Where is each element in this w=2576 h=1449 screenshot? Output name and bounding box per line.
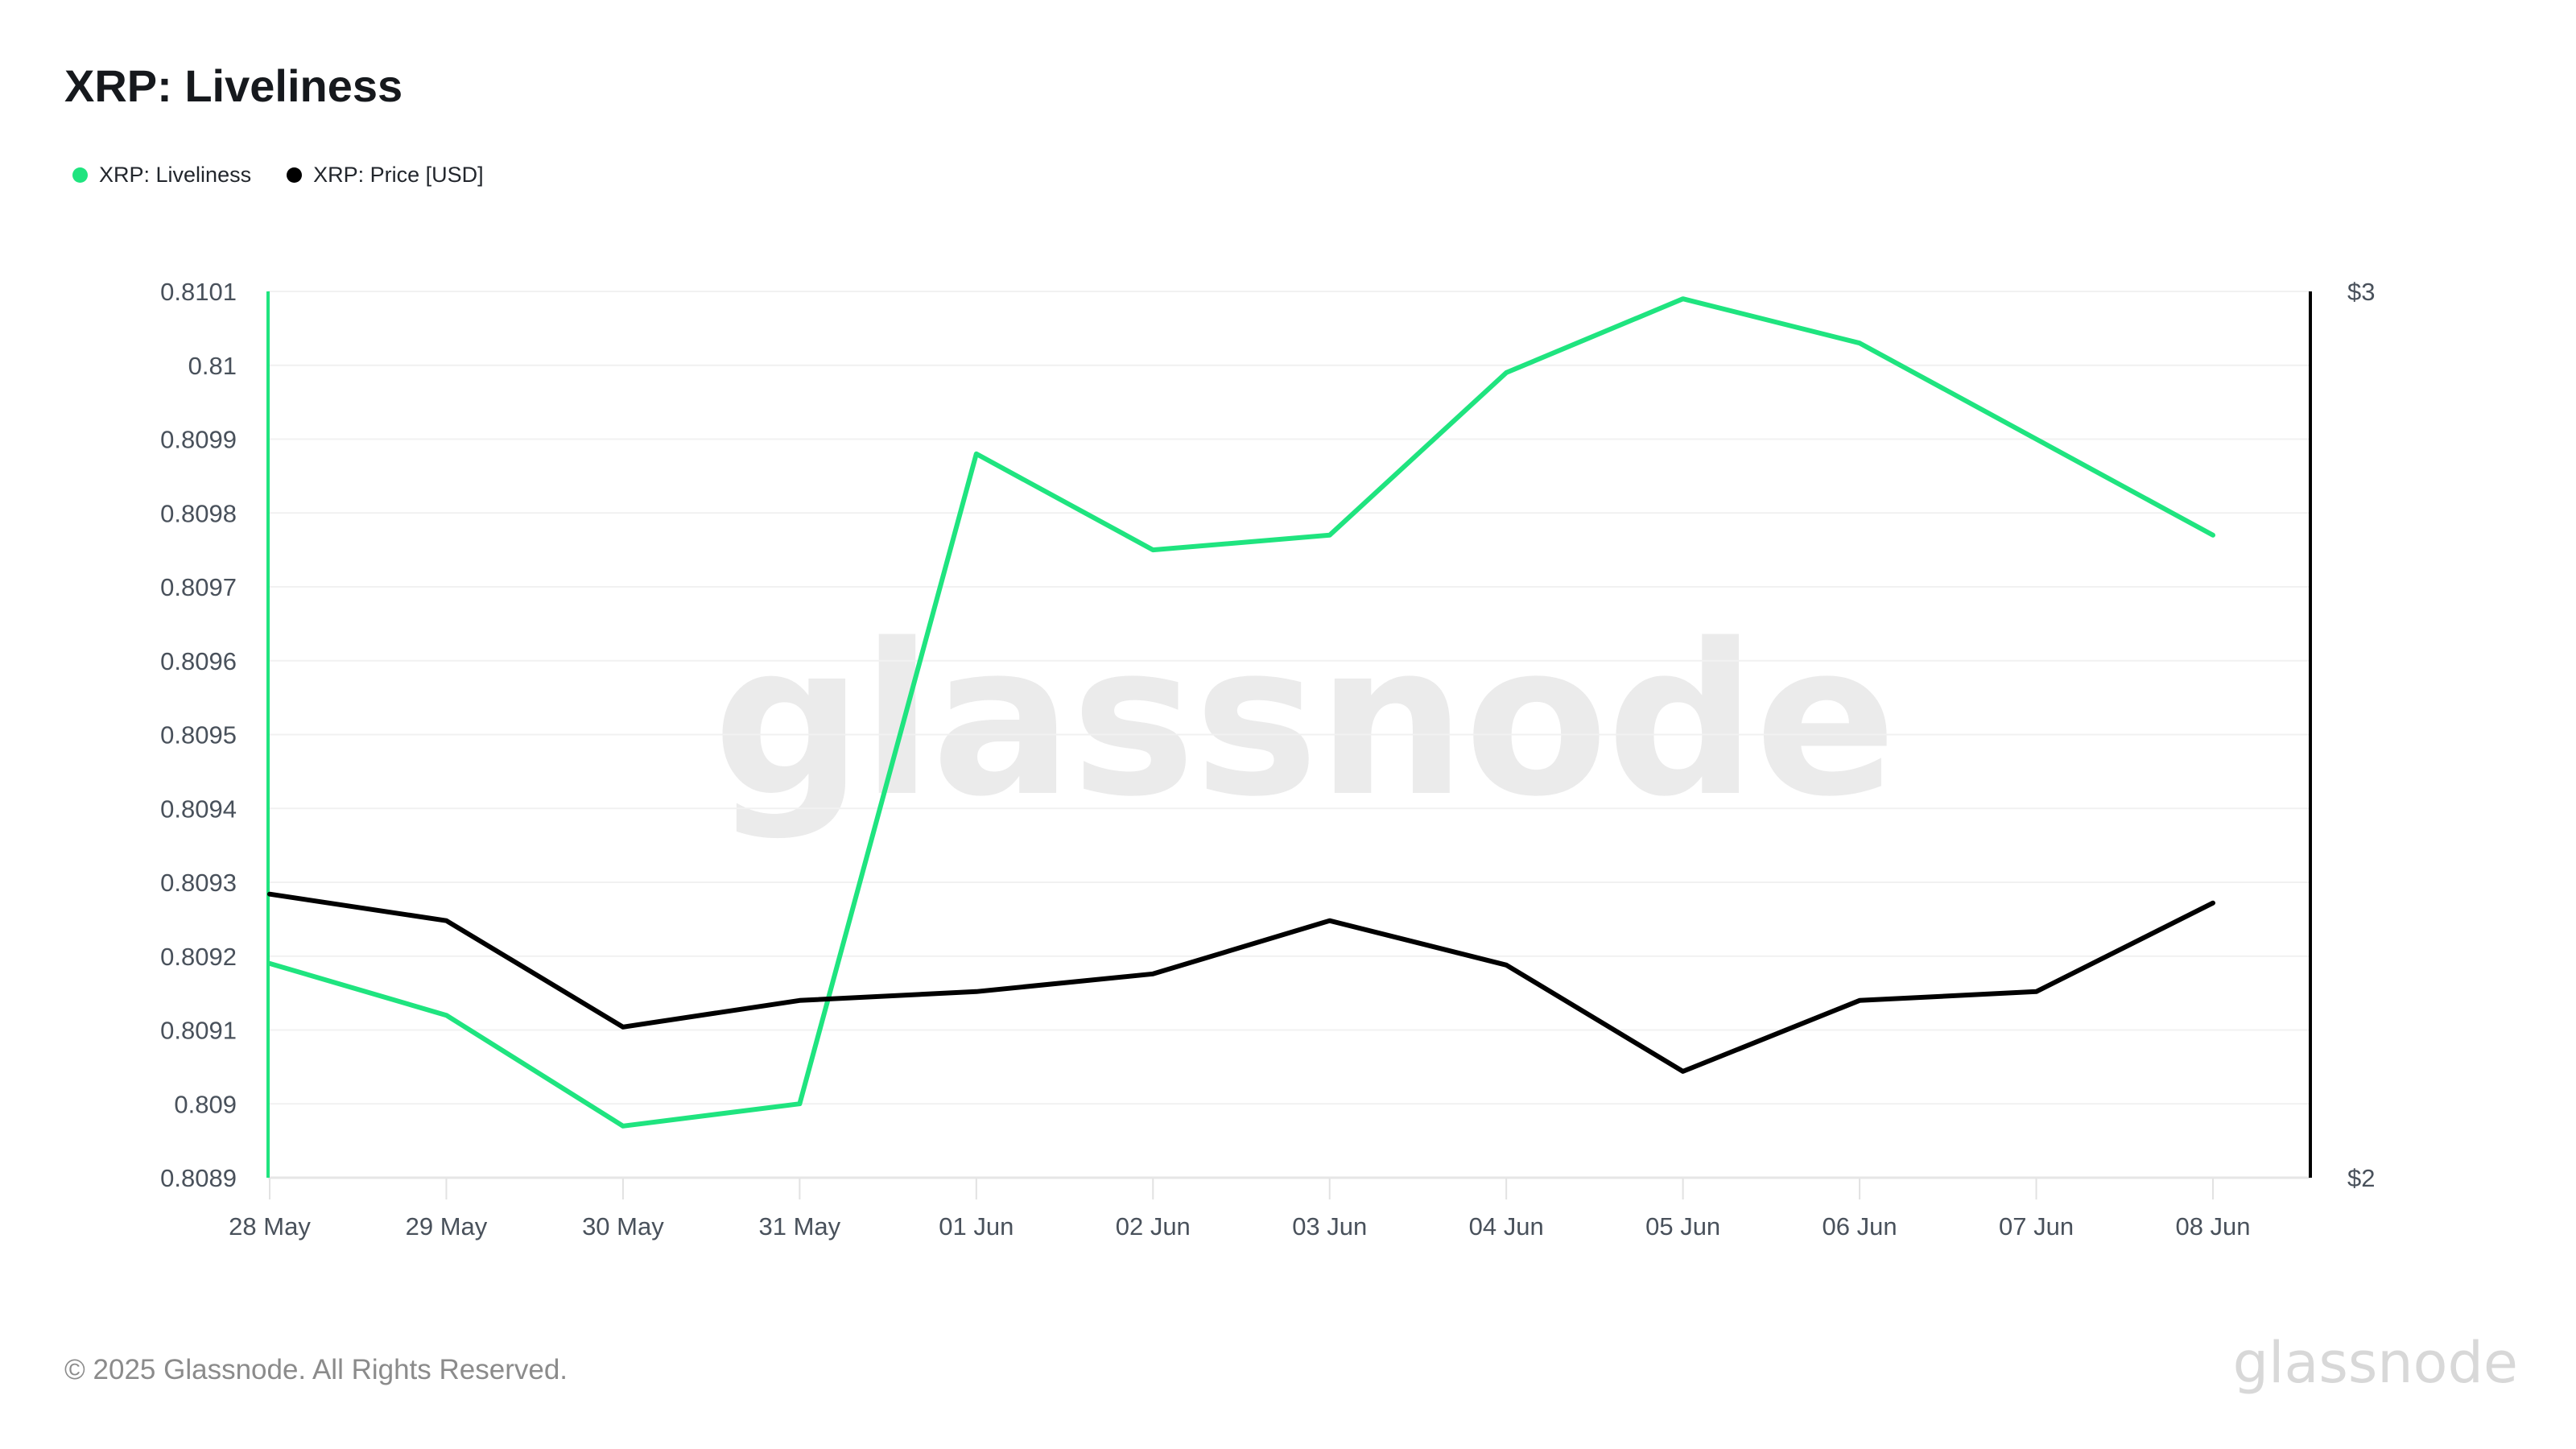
right-axis-tick-label: $3 bbox=[2347, 278, 2375, 306]
x-axis-label: 01 Jun bbox=[939, 1212, 1013, 1241]
legend-item-label: XRP: Liveliness bbox=[99, 163, 252, 187]
x-axis-label: 31 May bbox=[759, 1212, 841, 1241]
y-axis-tick-label: 0.8089 bbox=[160, 1164, 237, 1192]
price-legend-dot-icon bbox=[287, 167, 303, 183]
y-axis-tick-label: 0.8093 bbox=[160, 869, 237, 897]
y-axis-tick-label: 0.8091 bbox=[160, 1017, 237, 1045]
y-axis-tick-label: 0.8095 bbox=[160, 721, 237, 749]
y-axis-tick-label: 0.8099 bbox=[160, 426, 237, 454]
y-axis-tick-label: 0.8092 bbox=[160, 943, 237, 971]
x-axis-label: 04 Jun bbox=[1469, 1212, 1544, 1241]
x-axis-label: 08 Jun bbox=[2175, 1212, 2250, 1241]
x-axis-label: 29 May bbox=[406, 1212, 488, 1241]
y-axis-tick-label: 0.8097 bbox=[160, 573, 237, 601]
legend-item-liveliness[interactable]: XRP: Liveliness bbox=[72, 163, 251, 188]
price-line[interactable] bbox=[267, 891, 2215, 1074]
x-axis-label: 28 May bbox=[229, 1212, 311, 1241]
liveliness-line[interactable] bbox=[267, 296, 2215, 1129]
legend-item-label: XRP: Price [USD] bbox=[313, 163, 484, 187]
copyright-text: © 2025 Glassnode. All Rights Reserved. bbox=[64, 1354, 568, 1385]
y-axis-tick-label: 0.81 bbox=[188, 352, 237, 380]
y-axis-tick-label: 0.8098 bbox=[160, 499, 237, 527]
legend: XRP: Liveliness XRP: Price [USD] bbox=[72, 163, 484, 188]
watermark-text: glassnode bbox=[713, 600, 1895, 843]
glassnode-logo: glassnode bbox=[2232, 1330, 2518, 1396]
x-axis-label: 06 Jun bbox=[1823, 1212, 1897, 1241]
x-axis-label: 03 Jun bbox=[1292, 1212, 1367, 1241]
chart-title: XRP: Liveliness bbox=[64, 60, 403, 111]
y-axis-tick-label: 0.8094 bbox=[160, 795, 237, 823]
y-axis-tick-label: 0.8101 bbox=[160, 278, 237, 306]
legend-item-price[interactable]: XRP: Price [USD] bbox=[287, 163, 484, 188]
y-axis-tick-label: 0.8096 bbox=[160, 647, 237, 675]
x-axis-label: 07 Jun bbox=[1999, 1212, 2074, 1241]
y-axis-tick-label: 0.809 bbox=[174, 1090, 237, 1118]
x-axis-label: 02 Jun bbox=[1116, 1212, 1191, 1241]
right-axis-tick-label: $2 bbox=[2347, 1164, 2375, 1192]
x-axis-label: 30 May bbox=[582, 1212, 664, 1241]
liveliness-legend-dot-icon bbox=[72, 167, 88, 183]
x-axis-label: 05 Jun bbox=[1645, 1212, 1720, 1241]
